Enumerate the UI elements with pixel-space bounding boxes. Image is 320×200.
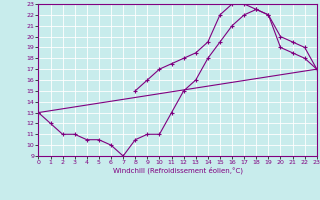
X-axis label: Windchill (Refroidissement éolien,°C): Windchill (Refroidissement éolien,°C) (113, 167, 243, 174)
